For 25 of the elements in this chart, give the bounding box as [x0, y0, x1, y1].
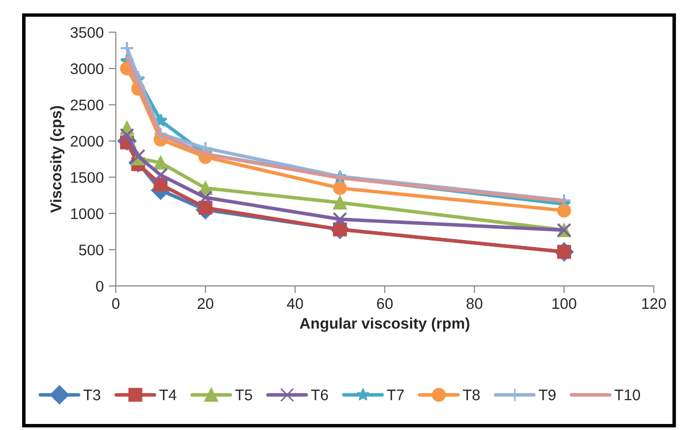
y-tick-label: 500 [79, 244, 104, 256]
legend-label: T6 [311, 390, 328, 400]
legend-label: T4 [159, 390, 176, 400]
y-tick-label: 0 [96, 280, 104, 292]
legend-label: T7 [387, 390, 404, 400]
y-tick-label: 1500 [71, 172, 104, 183]
legend-label: T9 [538, 390, 556, 400]
x-tick-label: 100 [552, 298, 576, 309]
y-tick-label: 1000 [71, 208, 104, 220]
x-tick-label: 60 [377, 298, 393, 309]
legend-label: T10 [614, 390, 640, 400]
x-axis-title: Angular viscosity (rpm) [300, 318, 470, 332]
y-tick-label: 2000 [70, 136, 104, 147]
y-tick-label: 2500 [70, 100, 104, 110]
y-tick-label: 3000 [70, 63, 104, 74]
x-tick-label: 120 [642, 298, 666, 309]
x-tick-label: 0 [112, 298, 120, 309]
y-axis-title: Viscosity (cps) [50, 106, 64, 213]
x-tick-label: 40 [286, 298, 303, 309]
y-tick-label: 3500 [70, 27, 104, 38]
legend-label: T3 [83, 390, 100, 400]
x-tick-label: 80 [466, 298, 482, 309]
legend-label: T5 [235, 390, 252, 400]
legend-label: T8 [462, 390, 480, 400]
x-tick-label: 20 [198, 298, 214, 309]
